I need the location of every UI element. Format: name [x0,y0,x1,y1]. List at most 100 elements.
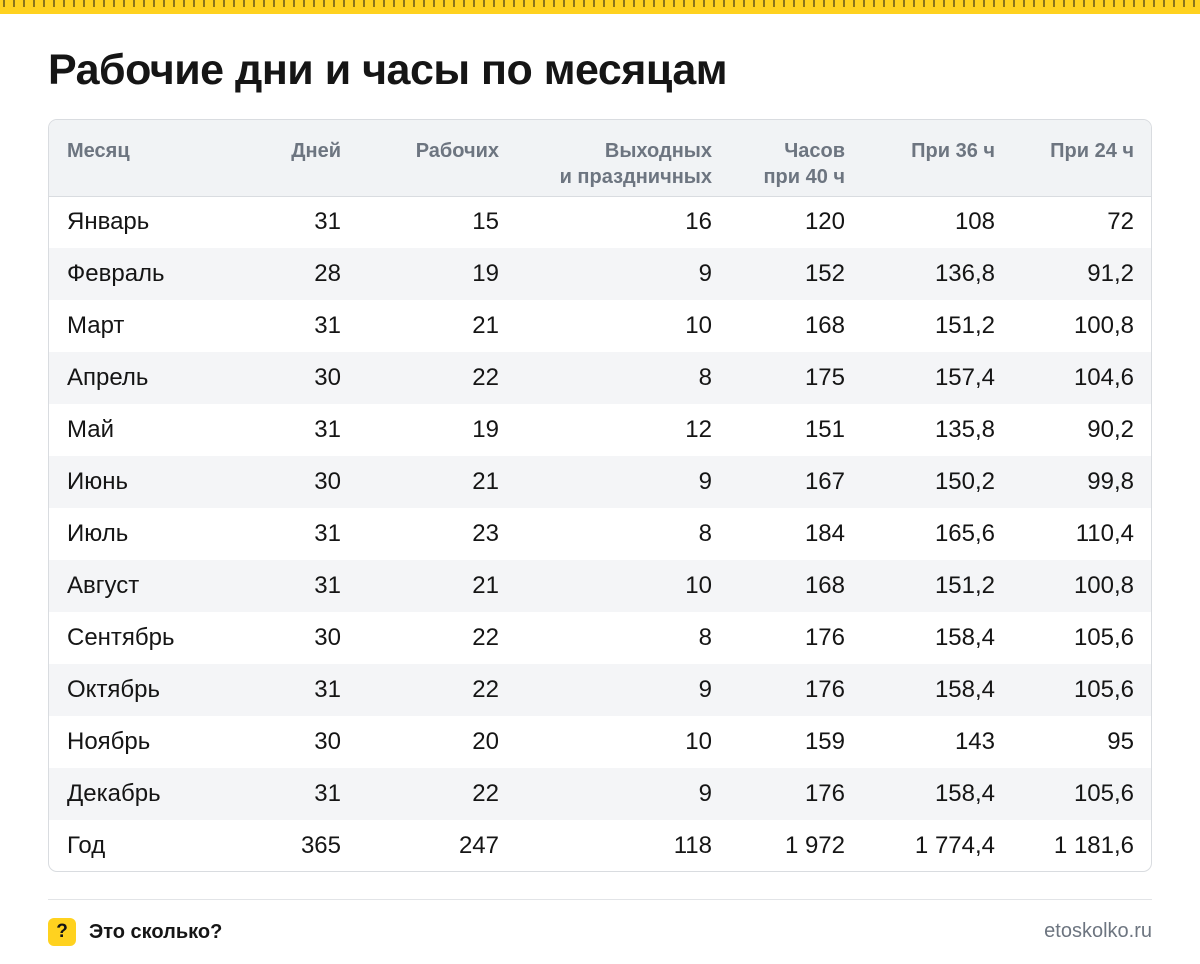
cell-work: 22 [472,364,499,391]
cell-off: 8 [698,520,712,547]
cell-h24: 1 181,6 [1053,832,1134,859]
cell-h40: 1 972 [784,832,845,859]
table-row: Июль 31 23 8 184 165,6 110,4 [49,508,1151,560]
cell-off: 9 [698,468,712,495]
column-header-line: Месяц [67,140,130,162]
cell-work: 21 [472,468,499,495]
cell-h36: 108 [954,208,995,236]
column-header-line: Выходных [604,140,712,162]
cell-off: 8 [698,364,712,391]
table-row: Ноябрь 30 20 10 159 143 95 [49,716,1151,768]
header-row: Месяц Дней Рабочих Выходных и праздничных Час… [49,120,1151,197]
cell-work: 22 [472,624,499,651]
table-row: Март 31 21 10 168 151,2 100,8 [49,300,1151,352]
cell-days: 30 [314,728,341,755]
cell-h24: 100,8 [1073,312,1134,339]
cell-month: Июнь [67,468,129,495]
cell-h24: 90,2 [1087,416,1134,443]
footer-divider [48,899,1152,900]
cell-h24: 91,2 [1087,260,1134,287]
cell-h36: 158,4 [934,676,995,703]
cell-h36: 151,2 [934,312,995,339]
table-row: Сентябрь 30 22 8 176 158,4 105,6 [49,612,1151,664]
cell-off: 10 [685,312,712,339]
cell-h40: 151 [804,416,845,443]
ruler-ticks [3,0,1195,7]
cell-off: 8 [698,624,712,651]
table-row: Декабрь 31 22 9 176 158,4 105,6 [49,768,1151,820]
cell-work: 22 [472,676,499,703]
column-header-line: и праздничных [559,166,712,188]
cell-h40: 176 [804,676,845,703]
cell-month: Декабрь [67,780,161,807]
cell-h24: 105,6 [1073,624,1134,651]
cell-h36: 158,4 [934,624,995,651]
cell-off: 16 [685,208,712,236]
cell-work: 19 [472,260,499,287]
table-row: Апрель 30 22 8 175 157,4 104,6 [49,352,1151,404]
brand-name: Это сколько? [89,920,223,943]
cell-days: 31 [314,520,341,547]
cell-month: Август [67,572,140,599]
cell-work: 20 [472,728,499,755]
cell-days: 30 [314,624,341,651]
cell-h36: 151,2 [934,572,995,599]
cell-work: 23 [472,520,499,547]
page-title: Рабочие дни и часы по месяцам [48,46,728,94]
cell-h24: 110,4 [1075,520,1134,547]
cell-days: 30 [314,364,341,391]
cell-h40: 184 [804,520,845,547]
table-header: Месяц Дней Рабочих Выходных и праздничных Час… [49,120,1151,197]
hours-table-card: Месяц Дней Рабочих Выходных и праздничных Час… [48,119,1152,872]
cell-month: Май [67,416,115,443]
ruler-strip [0,0,1200,14]
brand-logo[interactable]: ? Это сколько? [48,918,222,946]
total-row: Год 365 247 118 1 972 1 774,4 1 181,6 [49,820,1151,871]
cell-h40: 159 [804,728,845,755]
cell-h24: 72 [1107,208,1134,236]
cell-h40: 176 [804,780,845,807]
column-header-line: При 24 ч [1050,140,1134,162]
cell-work: 19 [472,416,499,443]
cell-off: 10 [685,572,712,599]
column-header-h24: При 24 ч [995,120,1151,197]
column-header-h40: Часов при 40 ч [712,120,845,197]
hours-table: Месяц Дней Рабочих Выходных и праздничных Час… [49,120,1151,871]
cell-h40: 176 [804,624,845,651]
cell-month: Год [67,832,106,859]
column-header-h36: При 36 ч [845,120,995,197]
cell-month: Февраль [67,260,165,287]
column-header-line: Дней [291,140,341,162]
column-header-off: Выходных и праздничных [499,120,712,197]
cell-month: Октябрь [67,676,161,703]
table-body: Январь 31 15 16 120 108 72 Февраль 28 19 9 152 136,8… [49,196,1151,871]
cell-month: Апрель [67,364,149,391]
cell-h36: 150,2 [934,468,995,495]
cell-month: Январь [67,208,150,236]
column-header-line: При 36 ч [911,140,995,162]
cell-month: Сентябрь [67,624,175,651]
column-header-line: Рабочих [415,140,499,162]
cell-h24: 95 [1107,728,1134,755]
cell-h36: 165,6 [934,520,995,547]
cell-days: 28 [314,260,341,287]
table-row: Февраль 28 19 9 152 136,8 91,2 [49,248,1151,300]
cell-off: 9 [698,676,712,703]
cell-work: 21 [472,572,499,599]
cell-days: 31 [314,780,341,807]
column-header-line: при 40 ч [763,166,845,188]
cell-h40: 168 [804,572,845,599]
site-link[interactable]: etoskolko.ru [1044,920,1152,942]
cell-off: 9 [698,260,712,287]
cell-h40: 175 [804,364,845,391]
cell-h36: 135,8 [934,416,995,443]
cell-days: 31 [314,416,341,443]
column-header-month: Месяц [49,120,259,197]
cell-days: 31 [314,572,341,599]
table-row: Июнь 30 21 9 167 150,2 99,8 [49,456,1151,508]
cell-h36: 157,4 [934,364,995,391]
cell-h36: 136,8 [934,260,995,287]
cell-h36: 1 774,4 [914,832,995,859]
column-header-work: Рабочих [341,120,499,197]
table-row: Январь 31 15 16 120 108 72 [49,196,1151,248]
